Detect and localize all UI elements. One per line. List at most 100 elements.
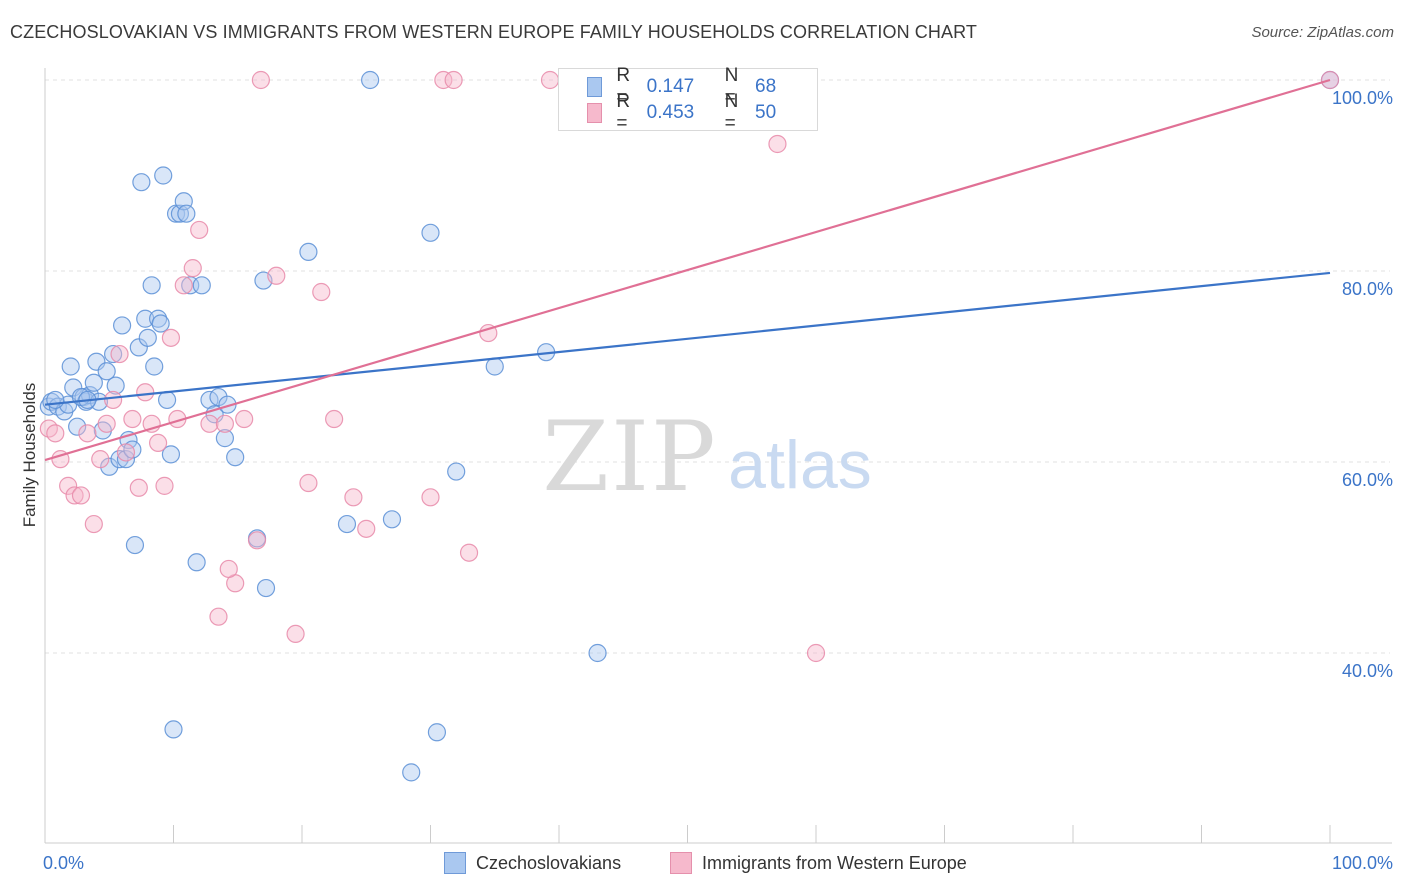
immigrant-point[interactable] bbox=[215, 414, 234, 433]
y-axis-label: Family Households bbox=[20, 382, 39, 528]
immigrant-point[interactable] bbox=[421, 488, 440, 507]
czechoslovakian-point[interactable] bbox=[132, 173, 151, 192]
czechoslovakian-point[interactable] bbox=[588, 643, 607, 663]
czechoslovakian-point[interactable] bbox=[104, 344, 123, 364]
czechoslovakian-point[interactable] bbox=[142, 276, 161, 295]
source-label: Source: ZipAtlas.com bbox=[1251, 24, 1394, 41]
legend-r-label: R = bbox=[616, 91, 631, 134]
legend-item-czechoslovakians[interactable]: Czechoslovakians bbox=[444, 852, 621, 874]
immigrant-point[interactable] bbox=[84, 514, 103, 534]
czechoslovakian-point[interactable] bbox=[116, 450, 136, 469]
czechoslovakian-point[interactable] bbox=[161, 445, 181, 464]
immigrant-point[interactable] bbox=[104, 390, 123, 410]
immigrant-point[interactable] bbox=[540, 70, 560, 90]
czechoslovakian-point[interactable] bbox=[125, 535, 145, 555]
trend-layer bbox=[44, 78, 1331, 462]
czechoslovakian-point[interactable] bbox=[421, 223, 440, 242]
immigrant-point[interactable] bbox=[325, 409, 344, 429]
legend-r-value: 0.453 bbox=[646, 102, 695, 123]
czechoslovakian-point[interactable] bbox=[192, 276, 211, 295]
czechoslovakian-point[interactable] bbox=[89, 392, 109, 411]
immigrant-point[interactable] bbox=[434, 70, 453, 90]
immigrant-point[interactable] bbox=[299, 473, 318, 493]
czechoslovakian-point[interactable] bbox=[447, 462, 466, 481]
czechoslovakian-point[interactable] bbox=[157, 390, 177, 410]
immigrant-point[interactable] bbox=[59, 476, 78, 495]
immigrant-point[interactable] bbox=[251, 70, 270, 90]
czechoslovakian-point[interactable] bbox=[112, 316, 132, 335]
legend-n-label: N = bbox=[724, 65, 739, 108]
czechoslovakian-point[interactable] bbox=[106, 376, 125, 395]
immigrant-point[interactable] bbox=[116, 443, 136, 462]
immigrant-point[interactable] bbox=[806, 643, 826, 663]
czechoslovakian-point[interactable] bbox=[402, 763, 421, 782]
immigrant-point[interactable] bbox=[129, 478, 148, 497]
immigrant-point[interactable] bbox=[286, 624, 305, 644]
czechoslovakian-point[interactable] bbox=[84, 373, 103, 392]
czechoslovakian-point[interactable] bbox=[226, 448, 245, 467]
immigrant-point[interactable] bbox=[174, 276, 193, 295]
immigrant-point[interactable] bbox=[161, 328, 181, 347]
watermark-atlas: atlas bbox=[728, 427, 872, 503]
immigrant-point[interactable] bbox=[209, 607, 228, 626]
czechoslovakian-point[interactable] bbox=[337, 514, 357, 534]
immigrant-point[interactable] bbox=[78, 424, 97, 443]
immigrant-point[interactable] bbox=[97, 414, 116, 433]
czechoslovakian-point[interactable] bbox=[382, 510, 402, 529]
legend-swatch-pink bbox=[587, 103, 603, 123]
czechoslovakian-point[interactable] bbox=[177, 204, 196, 223]
czechoslovakian-point[interactable] bbox=[68, 417, 87, 436]
legend-n-label: N = bbox=[724, 91, 739, 134]
czechoslovakian-point[interactable] bbox=[427, 723, 447, 742]
immigrant-point[interactable] bbox=[71, 486, 91, 505]
immigrant-point[interactable] bbox=[155, 476, 174, 495]
immigrant-point[interactable] bbox=[200, 414, 219, 433]
czechoslovakian-point[interactable] bbox=[46, 390, 65, 410]
immigrant-point[interactable] bbox=[219, 559, 238, 579]
y-tick-label: 40.0% bbox=[1342, 661, 1393, 681]
czechoslovakian-point[interactable] bbox=[145, 357, 164, 376]
legend-r-label: R = bbox=[616, 65, 631, 108]
czechoslovakian-point[interactable] bbox=[215, 429, 234, 448]
czechoslovakian-point[interactable] bbox=[299, 242, 318, 261]
legend-r-value: 0.147 bbox=[646, 76, 695, 97]
x-tick-label-min: 0.0% bbox=[43, 853, 84, 873]
immigrant-point[interactable] bbox=[123, 409, 142, 429]
immigrant-point[interactable] bbox=[768, 134, 787, 154]
immigrant-point[interactable] bbox=[190, 220, 209, 240]
czechoslovakian-point[interactable] bbox=[187, 553, 206, 572]
immigrant-point[interactable] bbox=[110, 344, 129, 364]
y-tick-label: 60.0% bbox=[1342, 470, 1393, 490]
czechoslovakian-point[interactable] bbox=[164, 720, 183, 739]
czechoslovakian-point[interactable] bbox=[148, 309, 168, 328]
immigrant-point[interactable] bbox=[444, 70, 463, 90]
legend-item-immigrants[interactable]: Immigrants from Western Europe bbox=[670, 852, 967, 874]
immigrant-point[interactable] bbox=[65, 486, 84, 505]
tick-labels: 40.0% 60.0% 80.0% 100.0% 0.0% 100.0% bbox=[43, 88, 1393, 873]
immigrant-point[interactable] bbox=[235, 409, 254, 429]
immigrant-point[interactable] bbox=[148, 433, 168, 452]
czechoslovakian-point[interactable] bbox=[110, 450, 129, 469]
legend-n-value: 68 bbox=[755, 76, 777, 97]
czechoslovakian-point[interactable] bbox=[61, 357, 80, 376]
czechoslovakian-point[interactable] bbox=[154, 166, 173, 185]
czechoslovakian-point[interactable] bbox=[151, 314, 170, 333]
czechoslovakian-point[interactable] bbox=[138, 328, 157, 347]
immigrant-point[interactable] bbox=[459, 543, 479, 562]
immigrant-point[interactable] bbox=[312, 282, 331, 302]
immigrant-point[interactable] bbox=[357, 519, 376, 538]
x-tick-label-max: 100.0% bbox=[1332, 853, 1393, 873]
immigrant-point[interactable] bbox=[46, 424, 65, 443]
immigrant-point[interactable] bbox=[91, 450, 110, 469]
immigrant-point[interactable] bbox=[267, 266, 286, 285]
czechoslovakian-point[interactable] bbox=[361, 70, 380, 90]
czechoslovakian-point[interactable] bbox=[256, 578, 276, 598]
czechoslovakian-point[interactable] bbox=[485, 357, 504, 376]
immigrant-point[interactable] bbox=[247, 531, 267, 550]
y-tick-label: 80.0% bbox=[1342, 279, 1393, 299]
immigrant-point[interactable] bbox=[136, 383, 155, 402]
immigrant-point[interactable] bbox=[344, 488, 363, 507]
czechoslovakian-point[interactable] bbox=[97, 362, 116, 381]
immigrant-point[interactable] bbox=[183, 259, 202, 278]
